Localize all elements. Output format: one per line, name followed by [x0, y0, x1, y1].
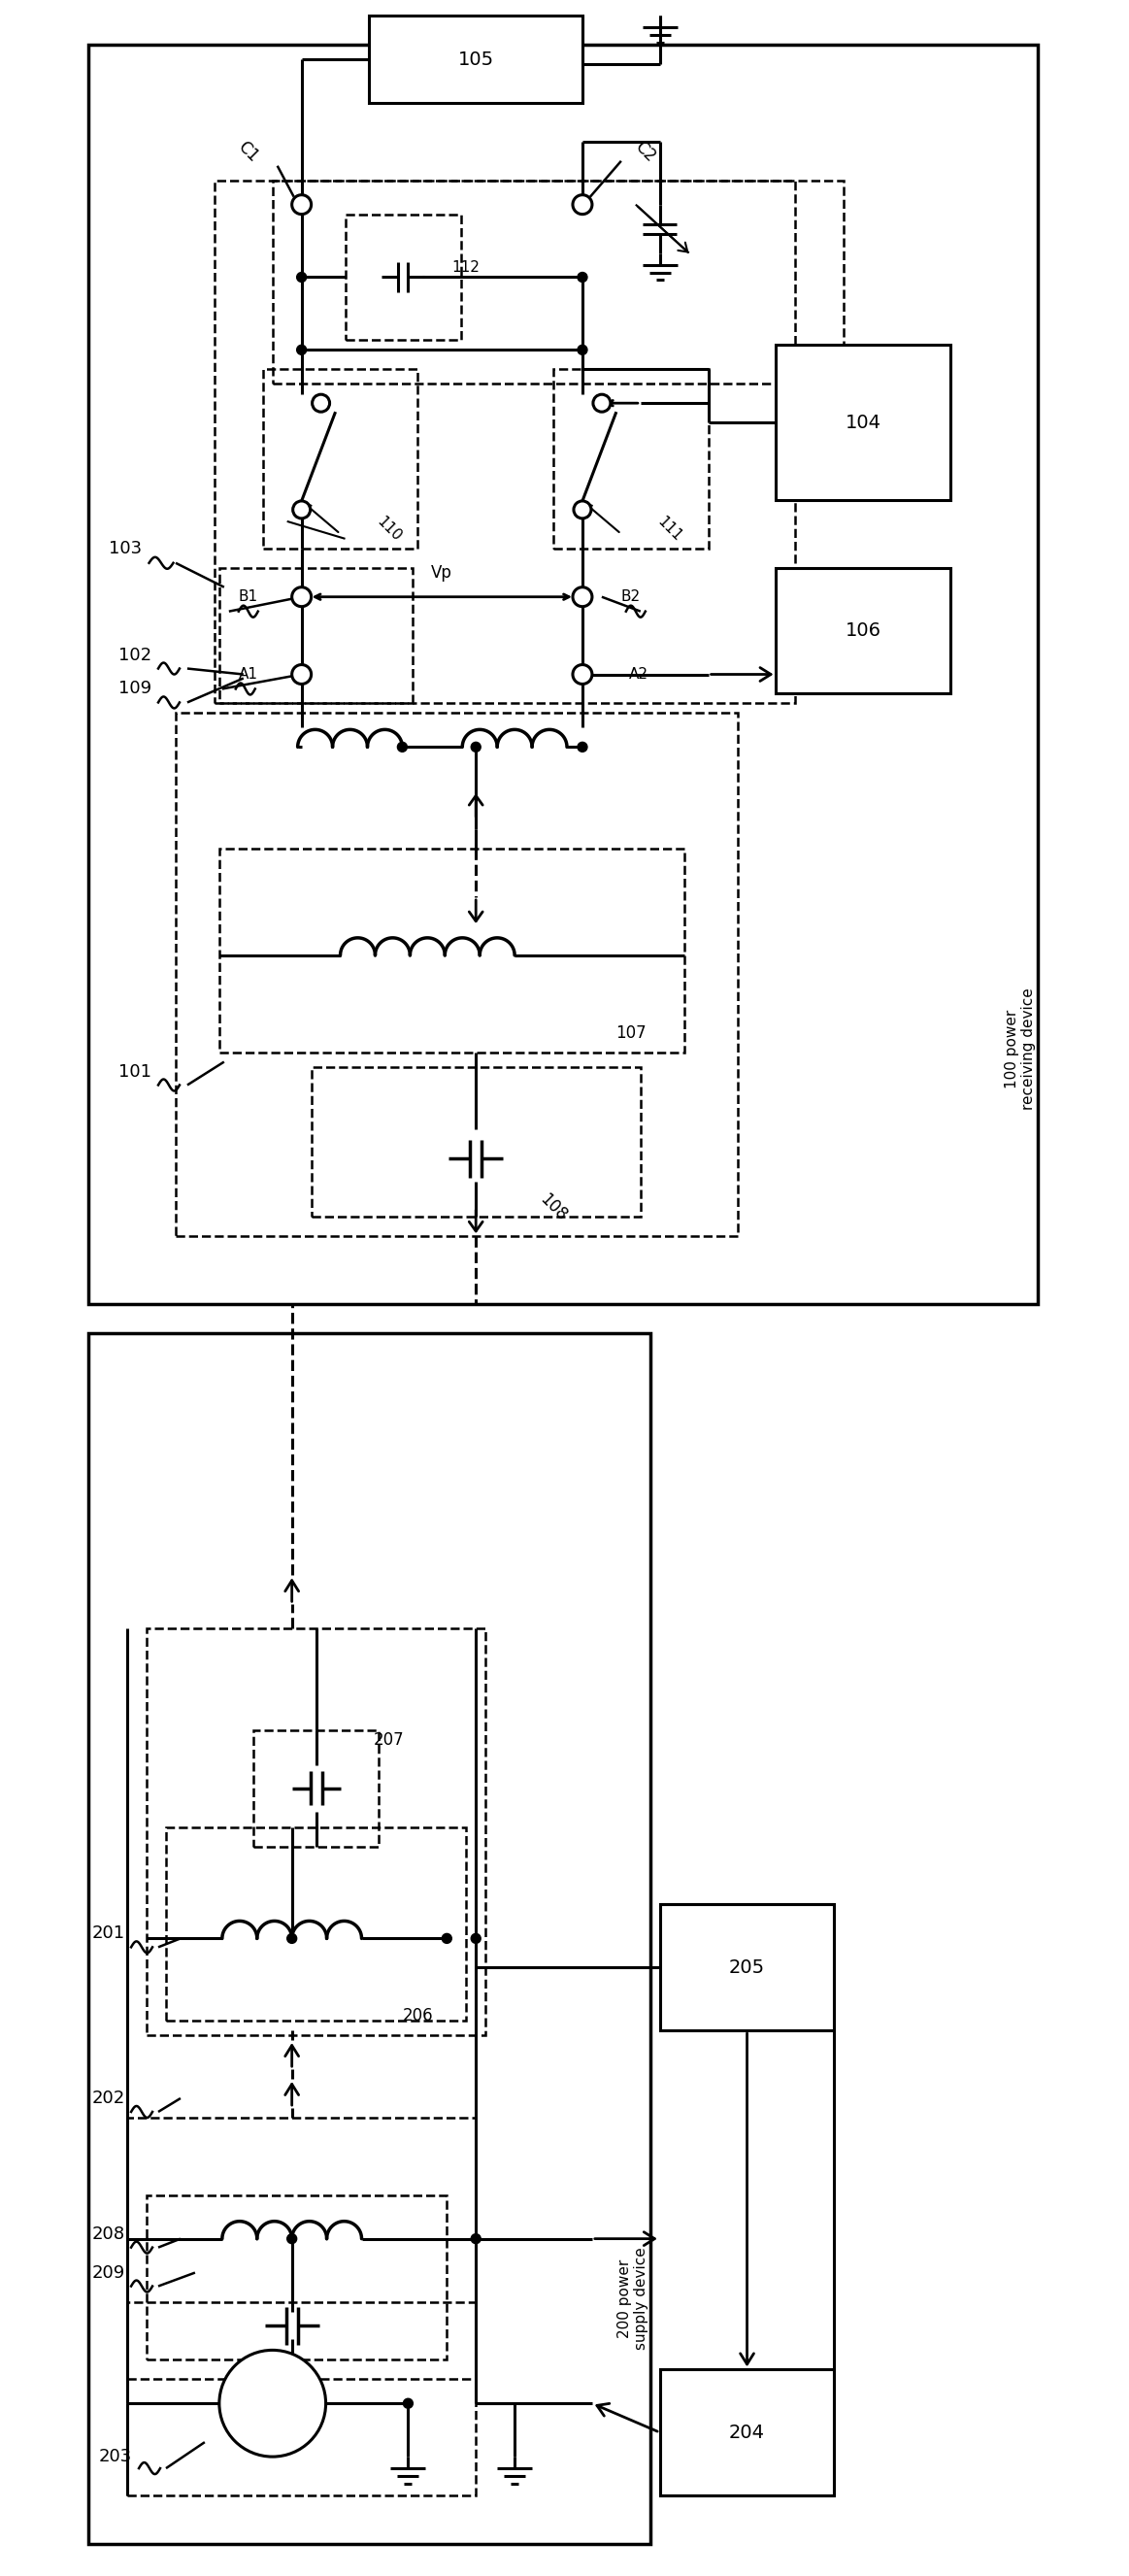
Bar: [776, 567, 951, 693]
Circle shape: [292, 196, 312, 214]
Bar: [369, 15, 583, 103]
Text: 106: 106: [846, 621, 882, 639]
Text: 200 power
supply device: 200 power supply device: [618, 2246, 648, 2349]
Circle shape: [572, 196, 592, 214]
Text: 104: 104: [846, 412, 882, 433]
Text: Vp: Vp: [431, 564, 453, 582]
Text: 100 power
receiving device: 100 power receiving device: [1005, 989, 1036, 1110]
Circle shape: [397, 742, 408, 752]
Circle shape: [441, 1935, 452, 1942]
Text: 105: 105: [458, 49, 493, 70]
Circle shape: [572, 665, 592, 685]
Text: 111: 111: [655, 515, 684, 544]
Bar: [776, 345, 951, 500]
Bar: [263, 368, 418, 549]
Text: A1: A1: [238, 667, 259, 683]
Circle shape: [219, 2349, 326, 2458]
Text: 107: 107: [615, 1025, 646, 1041]
Bar: [312, 1066, 640, 1216]
Bar: [166, 1826, 466, 2020]
Text: 112: 112: [453, 260, 480, 276]
Circle shape: [292, 665, 312, 685]
Circle shape: [574, 500, 592, 518]
Text: 207: 207: [374, 1731, 404, 1749]
Text: 110: 110: [374, 515, 404, 544]
Bar: [147, 1628, 485, 2035]
Text: 102: 102: [119, 647, 151, 665]
Text: 103: 103: [108, 541, 142, 556]
Text: 204: 204: [729, 2424, 765, 2442]
Text: 209: 209: [93, 2264, 125, 2282]
Circle shape: [403, 2398, 413, 2409]
Circle shape: [313, 394, 330, 412]
Text: C1: C1: [235, 137, 262, 165]
Text: 109: 109: [119, 680, 151, 698]
Circle shape: [471, 742, 481, 752]
Bar: [659, 1904, 834, 2030]
Bar: [659, 2370, 834, 2496]
Bar: [219, 848, 684, 1051]
Circle shape: [292, 587, 312, 605]
Bar: [553, 368, 708, 549]
Circle shape: [471, 2233, 481, 2244]
Text: C2: C2: [631, 137, 659, 165]
Text: 202: 202: [93, 2089, 125, 2107]
Circle shape: [287, 2233, 297, 2244]
Circle shape: [297, 273, 306, 281]
Text: A2: A2: [629, 667, 648, 683]
Bar: [345, 214, 462, 340]
Circle shape: [578, 273, 587, 281]
Bar: [176, 714, 737, 1236]
Text: 101: 101: [119, 1064, 151, 1079]
Bar: [128, 2117, 476, 2380]
Circle shape: [297, 345, 306, 355]
Circle shape: [593, 394, 611, 412]
Bar: [88, 44, 1038, 1303]
Bar: [253, 1731, 379, 1847]
Circle shape: [578, 742, 587, 752]
Text: B2: B2: [621, 590, 640, 605]
Circle shape: [292, 500, 310, 518]
Circle shape: [578, 345, 587, 355]
Bar: [128, 2303, 476, 2496]
Text: 201: 201: [93, 1924, 125, 1942]
Circle shape: [572, 587, 592, 605]
Bar: [215, 180, 796, 703]
Text: 203: 203: [99, 2447, 132, 2465]
Text: 208: 208: [93, 2226, 125, 2244]
Bar: [147, 2195, 447, 2360]
Circle shape: [287, 1935, 297, 1942]
Text: 205: 205: [729, 1958, 765, 1976]
Text: 206: 206: [402, 2007, 434, 2025]
Text: B1: B1: [238, 590, 259, 605]
Bar: [272, 180, 843, 384]
Bar: [88, 1332, 650, 2545]
Text: 108: 108: [536, 1190, 570, 1224]
Circle shape: [471, 1935, 481, 1942]
Bar: [219, 567, 413, 703]
